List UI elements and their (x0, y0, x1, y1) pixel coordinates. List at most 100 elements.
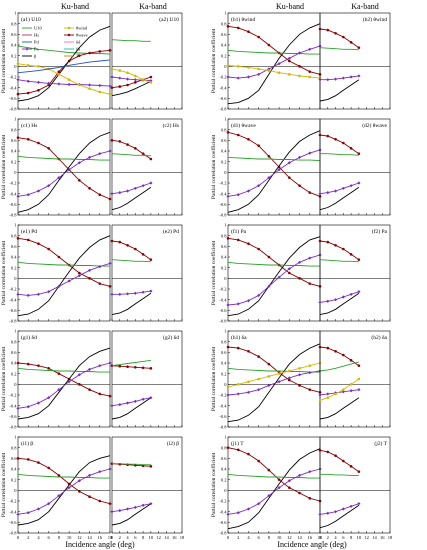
data-point (318, 192, 322, 196)
data-point (287, 376, 291, 380)
data-point (326, 392, 330, 396)
data-point (357, 258, 361, 261)
series-line (319, 361, 360, 372)
y-tick-label: -0.6 (219, 414, 227, 419)
x-tick-label: 8 (58, 535, 61, 540)
data-point (298, 384, 301, 387)
data-point (267, 362, 271, 366)
data-point (236, 76, 240, 80)
plot-frame (111, 436, 183, 534)
data-point (257, 184, 261, 188)
x-tick-label: 6 (342, 535, 345, 540)
data-point (326, 78, 330, 82)
data-point (318, 449, 322, 452)
data-point (47, 81, 51, 85)
data-point (77, 274, 81, 278)
y-axis-label: Partial correlation coefficient (0, 346, 7, 411)
data-point (357, 74, 361, 78)
y-tick-label: 0.8 (11, 233, 17, 238)
data-point (36, 507, 41, 511)
data-point (326, 396, 330, 399)
data-point (26, 63, 30, 67)
data-point (134, 247, 137, 251)
y-tick-label: -0.4 (9, 403, 17, 408)
data-point (226, 25, 230, 28)
x-tick-label: 10 (277, 535, 282, 540)
data-point (149, 75, 153, 79)
data-point (308, 151, 312, 155)
data-point (342, 459, 345, 463)
panel-8: (d2) θwave (318, 118, 391, 216)
y-tick-label: -0.2 (219, 393, 226, 398)
series-line (227, 49, 320, 55)
data-point (134, 81, 137, 84)
data-point (36, 292, 41, 296)
data-point (226, 75, 230, 79)
data-point (141, 253, 145, 256)
data-point (126, 83, 129, 87)
series-line (227, 346, 321, 393)
y-tick-label: 0 (14, 488, 17, 493)
data-point (349, 383, 353, 386)
column-title-1: Ku-band (61, 2, 89, 11)
y-axis-label: Partial correlation coefficient (0, 28, 7, 93)
series-line (17, 137, 111, 200)
data-point (308, 75, 312, 79)
x-tick-label: 10 (67, 535, 72, 540)
series-line (227, 448, 321, 530)
data-point (349, 147, 353, 150)
data-point (308, 364, 312, 367)
y-tick-label: -0.6 (9, 96, 17, 101)
data-point (297, 260, 302, 264)
panel-label: (c1) Hs (21, 122, 37, 129)
series-line (17, 63, 111, 95)
data-point (47, 396, 51, 400)
y-tick-label: -0.2 (9, 393, 16, 398)
series-line (111, 76, 152, 89)
y-tick-label: 0.8 (221, 21, 227, 26)
data-point (288, 369, 291, 373)
data-point (108, 467, 112, 471)
data-point (318, 27, 322, 31)
data-point (110, 192, 114, 196)
plot-frame (227, 118, 321, 216)
x-tick-label: 18 (388, 535, 393, 540)
data-point (246, 189, 251, 193)
data-point (87, 83, 92, 87)
y-axis-label: Partial correlation coefficient (210, 134, 217, 199)
series-line (319, 346, 360, 367)
data-point (349, 389, 353, 393)
panel-label: (j1) T (231, 440, 244, 447)
y-tick-label: 0.2 (11, 53, 17, 58)
series-line (227, 156, 321, 162)
y-tick-label: 0.8 (221, 233, 227, 238)
y-tick-label: 0.6 (11, 32, 17, 37)
series-line (227, 130, 321, 213)
panel-label: (i2) β (167, 440, 179, 447)
x-tick-label: 10 (357, 535, 362, 540)
y-tick-label: 0.2 (221, 477, 227, 482)
panel-label: (d1) θwave (231, 122, 256, 129)
y-tick-label: -0.8 (9, 107, 17, 112)
data-point (226, 303, 230, 307)
series-line (227, 64, 321, 79)
data-point (257, 388, 261, 392)
data-point (308, 470, 312, 474)
y-tick-label: -0.2 (9, 499, 16, 504)
y-tick-label: -0.6 (9, 202, 17, 207)
y-axis-label: Partial correlation coefficient (0, 452, 7, 517)
data-point (98, 499, 102, 503)
data-point (357, 470, 361, 473)
y-tick-label: -0.6 (9, 414, 17, 419)
legend-label: Pd (34, 40, 40, 45)
y-tick-label: 0 (224, 170, 227, 175)
series-line (111, 359, 151, 367)
series-line (111, 259, 151, 263)
series-line (111, 365, 151, 369)
data-point (342, 353, 345, 357)
y-tick-label: 0.8 (221, 445, 227, 450)
plot-frame (17, 330, 111, 428)
panel-1: -0.8 -0.6 -0.4 -0.2 0 0.2 0.4 0.6 0.8 1 Partial co… (0, 11, 112, 112)
data-point (334, 392, 337, 396)
series-line (111, 139, 152, 160)
